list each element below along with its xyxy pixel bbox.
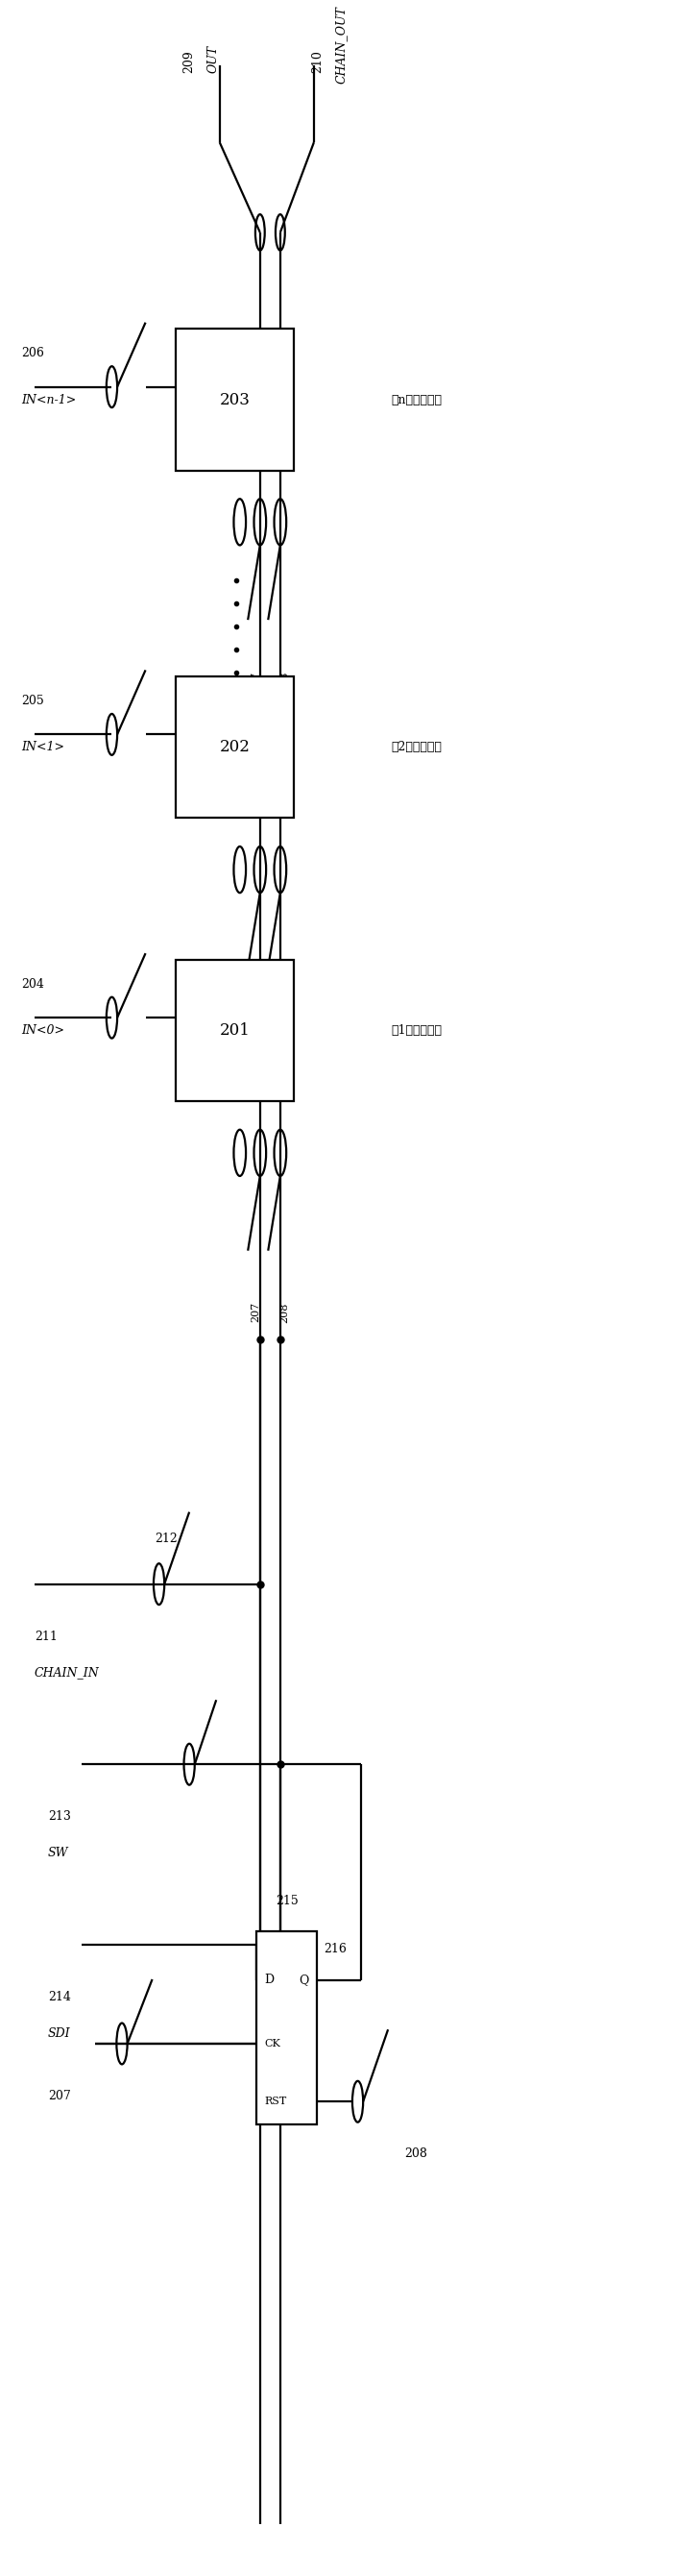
Text: CHAIN_IN: CHAIN_IN [34,1667,99,1680]
Text: 215: 215 [275,1893,298,1906]
Text: 208: 208 [405,2148,428,2161]
Text: 201: 201 [219,1023,250,1038]
Text: 204: 204 [21,979,44,989]
Text: 207: 207 [251,1301,261,1321]
Text: 208: 208 [279,672,289,693]
Text: CK: CK [265,2038,281,2048]
Text: Q: Q [299,1973,309,1986]
Text: 208: 208 [279,1020,289,1041]
Text: 207: 207 [48,2089,71,2102]
Text: 216: 216 [324,1942,347,1955]
Bar [176,961,294,1103]
Text: 205: 205 [21,696,44,708]
Bar [176,330,294,471]
Text: 214: 214 [48,1991,71,2004]
Text: 207: 207 [251,672,261,693]
Text: 203: 203 [219,392,250,407]
Text: SDI: SDI [48,2027,70,2040]
Text: 207: 207 [251,1020,261,1038]
Text: 第n列读出电路: 第n列读出电路 [391,394,442,407]
Text: OUT: OUT [207,44,219,72]
Text: 第2列读出电路: 第2列读出电路 [391,742,442,755]
Text: 211: 211 [34,1631,57,1643]
Text: D: D [265,1973,275,1986]
Text: 202: 202 [219,739,250,755]
Text: SW: SW [48,1847,68,1860]
Text: 208: 208 [279,1301,289,1321]
Text: IN<0>: IN<0> [21,1025,64,1036]
Text: 206: 206 [21,348,44,361]
Text: 209: 209 [183,49,196,72]
Bar [176,677,294,819]
Text: IN<n-1>: IN<n-1> [21,394,76,407]
Text: IN<1>: IN<1> [21,742,64,755]
Text: 210: 210 [311,49,323,72]
Text: 213: 213 [48,1811,71,1824]
Text: 212: 212 [155,1533,177,1546]
Bar [256,1932,317,2125]
Text: RST: RST [265,2097,287,2107]
Text: 第1列读出电路: 第1列读出电路 [391,1025,442,1036]
Text: CHAIN_OUT: CHAIN_OUT [335,5,347,82]
